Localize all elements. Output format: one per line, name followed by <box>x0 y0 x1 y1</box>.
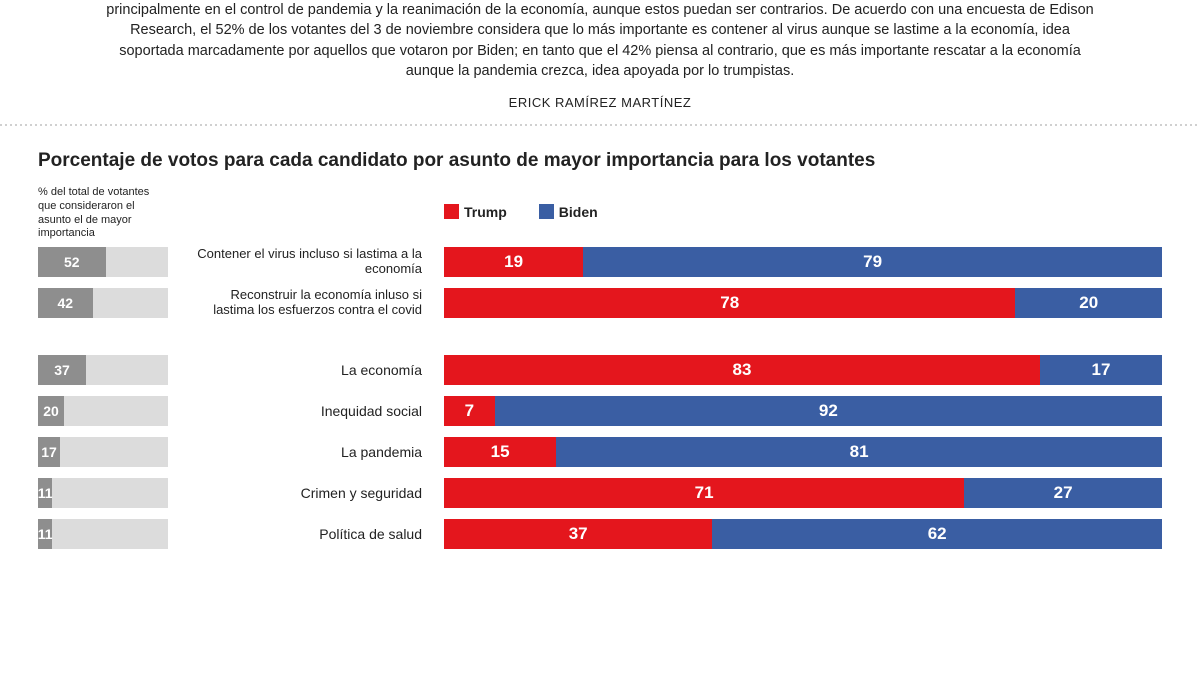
bar-seg-biden: 81 <box>556 437 1162 467</box>
pct-bar-bg: 37 <box>38 355 168 385</box>
label-column-header <box>186 186 426 247</box>
legend-label-trump: Trump <box>464 204 507 220</box>
pct-bar-fill: 42 <box>38 288 93 318</box>
bar-seg-biden: 79 <box>583 247 1162 277</box>
pct-bar-fill: 20 <box>38 396 64 426</box>
stacked-bar: 3762 <box>444 519 1162 549</box>
bar-seg-biden: 20 <box>1015 288 1162 318</box>
row-gap <box>444 329 1162 355</box>
pct-bar-fill: 37 <box>38 355 86 385</box>
legend-trump: Trump <box>444 204 507 220</box>
pct-bar-fill: 52 <box>38 247 106 277</box>
pct-bar-bg: 20 <box>38 396 168 426</box>
intro-paragraph: principalmente en el control de pandemia… <box>0 0 1200 89</box>
row-label: La economía <box>186 355 426 385</box>
legend: Trump Biden <box>444 186 1162 247</box>
bar-seg-biden: 27 <box>964 478 1162 508</box>
pct-bar-fill: 11 <box>38 478 52 508</box>
row-label: La pandemia <box>186 437 426 467</box>
bar-seg-biden: 17 <box>1040 355 1162 385</box>
pct-bar-bg: 17 <box>38 437 168 467</box>
bar-seg-trump: 19 <box>444 247 583 277</box>
row-gap <box>38 329 168 355</box>
bar-seg-biden: 92 <box>495 396 1162 426</box>
stacked-bar: 7820 <box>444 288 1162 318</box>
legend-label-biden: Biden <box>559 204 598 220</box>
section-divider <box>0 124 1200 126</box>
row-label: Contener el virus incluso si lastima a l… <box>186 247 426 277</box>
stacked-bar: 1581 <box>444 437 1162 467</box>
pct-bar-bg: 11 <box>38 519 168 549</box>
author-byline: ERICK RAMÍREZ MARTÍNEZ <box>0 89 1200 124</box>
pct-bar-bg: 42 <box>38 288 168 318</box>
left-column-header: % del total de votantes que consideraron… <box>38 186 168 247</box>
pct-bar-bg: 11 <box>38 478 168 508</box>
row-label: Inequidad social <box>186 396 426 426</box>
bar-seg-biden: 62 <box>712 519 1162 549</box>
stacked-bar: 7127 <box>444 478 1162 508</box>
legend-biden: Biden <box>539 204 598 220</box>
row-gap <box>186 329 426 355</box>
stacked-bar: 1979 <box>444 247 1162 277</box>
bar-seg-trump: 15 <box>444 437 556 467</box>
legend-swatch-biden <box>539 204 554 219</box>
row-label: Crimen y seguridad <box>186 478 426 508</box>
legend-swatch-trump <box>444 204 459 219</box>
pct-bar-fill: 11 <box>38 519 52 549</box>
stacked-bar: 792 <box>444 396 1162 426</box>
bar-seg-trump: 83 <box>444 355 1040 385</box>
bar-seg-trump: 78 <box>444 288 1015 318</box>
pct-bar-fill: 17 <box>38 437 60 467</box>
chart-grid: % del total de votantes que consideraron… <box>0 186 1200 560</box>
row-label: Política de salud <box>186 519 426 549</box>
stacked-bar: 8317 <box>444 355 1162 385</box>
row-label: Reconstruir la economía inluso si lastim… <box>186 288 426 318</box>
bar-seg-trump: 7 <box>444 396 495 426</box>
pct-bar-bg: 52 <box>38 247 168 277</box>
bar-seg-trump: 71 <box>444 478 964 508</box>
chart-title: Porcentaje de votos para cada candidato … <box>0 150 1200 186</box>
bar-seg-trump: 37 <box>444 519 712 549</box>
